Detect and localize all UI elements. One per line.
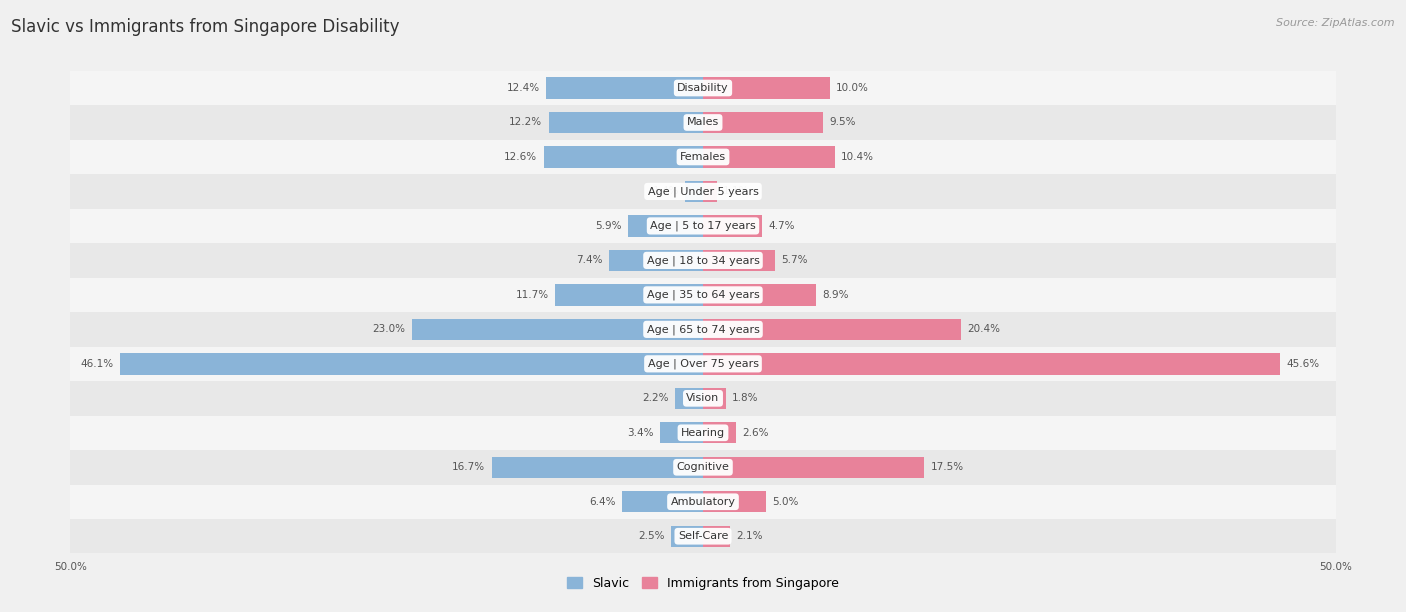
Bar bbox=[544, 146, 703, 168]
Bar bbox=[120, 353, 703, 375]
Text: Males: Males bbox=[688, 118, 718, 127]
Text: 12.2%: 12.2% bbox=[509, 118, 543, 127]
Text: Self-Care: Self-Care bbox=[678, 531, 728, 541]
Text: Age | 5 to 17 years: Age | 5 to 17 years bbox=[650, 221, 756, 231]
Bar bbox=[703, 215, 762, 237]
Bar bbox=[70, 312, 1336, 346]
Bar bbox=[703, 112, 824, 133]
Text: Slavic vs Immigrants from Singapore Disability: Slavic vs Immigrants from Singapore Disa… bbox=[11, 18, 399, 36]
Text: 5.0%: 5.0% bbox=[773, 497, 799, 507]
Text: 2.2%: 2.2% bbox=[643, 394, 669, 403]
Text: Age | Over 75 years: Age | Over 75 years bbox=[648, 359, 758, 369]
Text: 5.7%: 5.7% bbox=[782, 255, 808, 266]
Text: Source: ZipAtlas.com: Source: ZipAtlas.com bbox=[1277, 18, 1395, 28]
Bar bbox=[546, 77, 703, 99]
Text: Age | 18 to 34 years: Age | 18 to 34 years bbox=[647, 255, 759, 266]
Bar bbox=[70, 278, 1336, 312]
Text: 4.7%: 4.7% bbox=[769, 221, 796, 231]
Bar bbox=[703, 526, 730, 547]
Text: 3.4%: 3.4% bbox=[627, 428, 654, 438]
Text: 10.0%: 10.0% bbox=[835, 83, 869, 93]
Bar bbox=[70, 105, 1336, 140]
Bar bbox=[703, 457, 925, 478]
Text: 11.7%: 11.7% bbox=[516, 290, 548, 300]
Bar bbox=[621, 491, 703, 512]
Bar bbox=[703, 146, 835, 168]
Text: 17.5%: 17.5% bbox=[931, 462, 965, 472]
Text: Cognitive: Cognitive bbox=[676, 462, 730, 472]
Legend: Slavic, Immigrants from Singapore: Slavic, Immigrants from Singapore bbox=[562, 572, 844, 595]
Text: 9.5%: 9.5% bbox=[830, 118, 856, 127]
Bar bbox=[70, 174, 1336, 209]
Text: Hearing: Hearing bbox=[681, 428, 725, 438]
Text: Females: Females bbox=[681, 152, 725, 162]
Text: 8.9%: 8.9% bbox=[823, 290, 848, 300]
Bar bbox=[70, 519, 1336, 553]
Bar bbox=[70, 140, 1336, 174]
Text: 6.4%: 6.4% bbox=[589, 497, 616, 507]
Text: 16.7%: 16.7% bbox=[453, 462, 485, 472]
Text: 2.6%: 2.6% bbox=[742, 428, 769, 438]
Bar bbox=[70, 346, 1336, 381]
Bar bbox=[672, 526, 703, 547]
Text: 12.6%: 12.6% bbox=[505, 152, 537, 162]
Bar bbox=[609, 250, 703, 271]
Text: 2.1%: 2.1% bbox=[735, 531, 762, 541]
Bar bbox=[703, 319, 962, 340]
Text: 12.4%: 12.4% bbox=[506, 83, 540, 93]
Bar bbox=[70, 209, 1336, 243]
Bar bbox=[703, 181, 717, 202]
Bar bbox=[703, 353, 1279, 375]
Bar bbox=[703, 250, 775, 271]
Bar bbox=[675, 387, 703, 409]
Bar bbox=[70, 243, 1336, 278]
Text: Age | 35 to 64 years: Age | 35 to 64 years bbox=[647, 289, 759, 300]
Text: 1.8%: 1.8% bbox=[733, 394, 759, 403]
Bar bbox=[703, 77, 830, 99]
Text: Age | 65 to 74 years: Age | 65 to 74 years bbox=[647, 324, 759, 335]
Text: 46.1%: 46.1% bbox=[80, 359, 114, 369]
Bar bbox=[659, 422, 703, 444]
Text: 1.4%: 1.4% bbox=[652, 187, 679, 196]
Text: Vision: Vision bbox=[686, 394, 720, 403]
Bar bbox=[703, 387, 725, 409]
Bar bbox=[703, 491, 766, 512]
Bar bbox=[70, 71, 1336, 105]
Text: 2.5%: 2.5% bbox=[638, 531, 665, 541]
Bar bbox=[703, 422, 735, 444]
Bar bbox=[70, 450, 1336, 485]
Text: 23.0%: 23.0% bbox=[373, 324, 405, 334]
Text: Ambulatory: Ambulatory bbox=[671, 497, 735, 507]
Text: 45.6%: 45.6% bbox=[1286, 359, 1319, 369]
Bar bbox=[548, 112, 703, 133]
Text: Disability: Disability bbox=[678, 83, 728, 93]
Text: 5.9%: 5.9% bbox=[596, 221, 621, 231]
Bar bbox=[70, 416, 1336, 450]
Bar bbox=[70, 485, 1336, 519]
Bar bbox=[555, 284, 703, 305]
Bar bbox=[70, 381, 1336, 416]
Bar bbox=[412, 319, 703, 340]
Text: Age | Under 5 years: Age | Under 5 years bbox=[648, 186, 758, 196]
Bar bbox=[685, 181, 703, 202]
Text: 7.4%: 7.4% bbox=[576, 255, 603, 266]
Bar bbox=[703, 284, 815, 305]
Text: 1.1%: 1.1% bbox=[723, 187, 749, 196]
Text: 10.4%: 10.4% bbox=[841, 152, 875, 162]
Bar bbox=[492, 457, 703, 478]
Text: 20.4%: 20.4% bbox=[967, 324, 1001, 334]
Bar bbox=[628, 215, 703, 237]
